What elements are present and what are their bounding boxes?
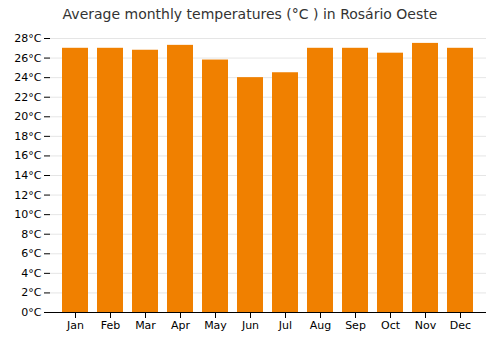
svg-text:24°C: 24°C <box>14 71 41 84</box>
svg-text:28°C: 28°C <box>14 32 41 45</box>
svg-text:May: May <box>204 319 227 332</box>
svg-text:6°C: 6°C <box>21 247 41 260</box>
svg-text:20°C: 20°C <box>14 110 41 123</box>
svg-text:22°C: 22°C <box>14 91 41 104</box>
svg-text:Nov: Nov <box>415 319 437 332</box>
svg-text:Feb: Feb <box>101 319 120 332</box>
svg-text:14°C: 14°C <box>14 169 41 182</box>
svg-text:12°C: 12°C <box>14 189 41 202</box>
svg-text:10°C: 10°C <box>14 208 41 221</box>
svg-text:Sep: Sep <box>345 319 366 332</box>
svg-text:Aug: Aug <box>310 319 331 332</box>
svg-text:Jun: Jun <box>241 319 259 332</box>
svg-text:Jan: Jan <box>66 319 84 332</box>
svg-text:Oct: Oct <box>381 319 401 332</box>
svg-text:Dec: Dec <box>450 319 471 332</box>
svg-text:8°C: 8°C <box>21 228 41 241</box>
html-text:Average monthly temperatures (: Average monthly temperatures (°C ) in Ro… <box>62 6 438 22</box>
svg-text:16°C: 16°C <box>14 149 41 162</box>
svg-text:Mar: Mar <box>135 319 156 332</box>
svg-text:2°C: 2°C <box>21 286 41 299</box>
svg-text:18°C: 18°C <box>14 130 41 143</box>
svg-text:Jul: Jul <box>278 319 292 332</box>
svg-text:0°C: 0°C <box>21 306 41 319</box>
svg-text:Apr: Apr <box>171 319 191 332</box>
svg-text:4°C: 4°C <box>21 267 41 280</box>
svg-text:26°C: 26°C <box>14 52 41 65</box>
